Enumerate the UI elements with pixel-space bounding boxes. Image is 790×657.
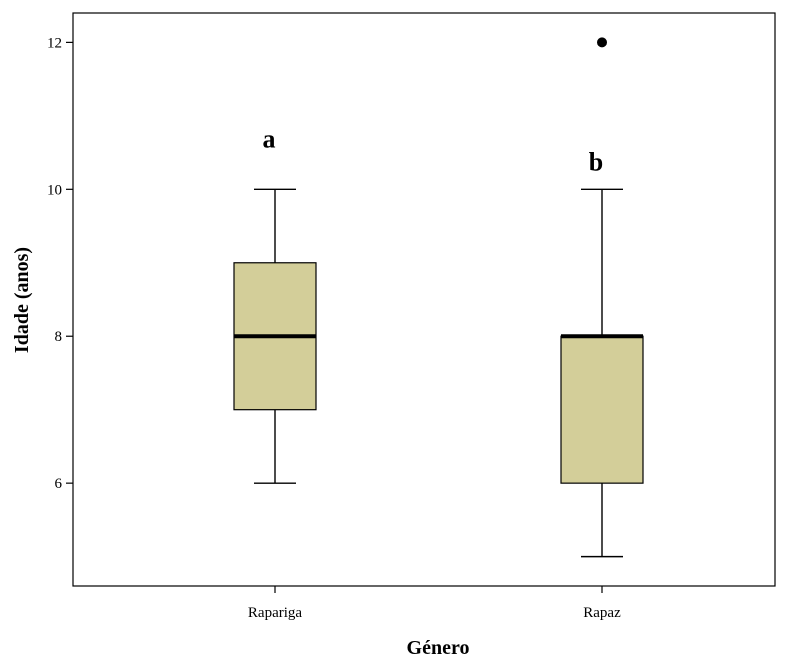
x-axis: Rapariga Rapaz	[248, 586, 621, 621]
y-tick-label: 12	[47, 35, 62, 51]
y-axis-title: Idade (anos)	[11, 247, 33, 353]
y-axis: 6 8 10 12	[47, 35, 73, 492]
boxes-layer: ab	[233, 37, 644, 558]
box-iqr	[560, 335, 644, 484]
y-tick-label: 8	[55, 329, 63, 345]
y-tick-label: 6	[55, 476, 63, 492]
y-tick-label: 10	[47, 182, 62, 198]
box-group-rapariga: a	[233, 124, 317, 484]
x-axis-title: Género	[407, 637, 470, 657]
box-group-rapaz: b	[560, 37, 644, 558]
plot-frame	[72, 12, 776, 587]
outlier-point	[597, 37, 607, 48]
x-tick-label: Rapariga	[248, 605, 302, 621]
significance-annotation: b	[589, 147, 603, 176]
significance-annotation: a	[263, 124, 276, 153]
x-tick-label: Rapaz	[583, 605, 621, 621]
